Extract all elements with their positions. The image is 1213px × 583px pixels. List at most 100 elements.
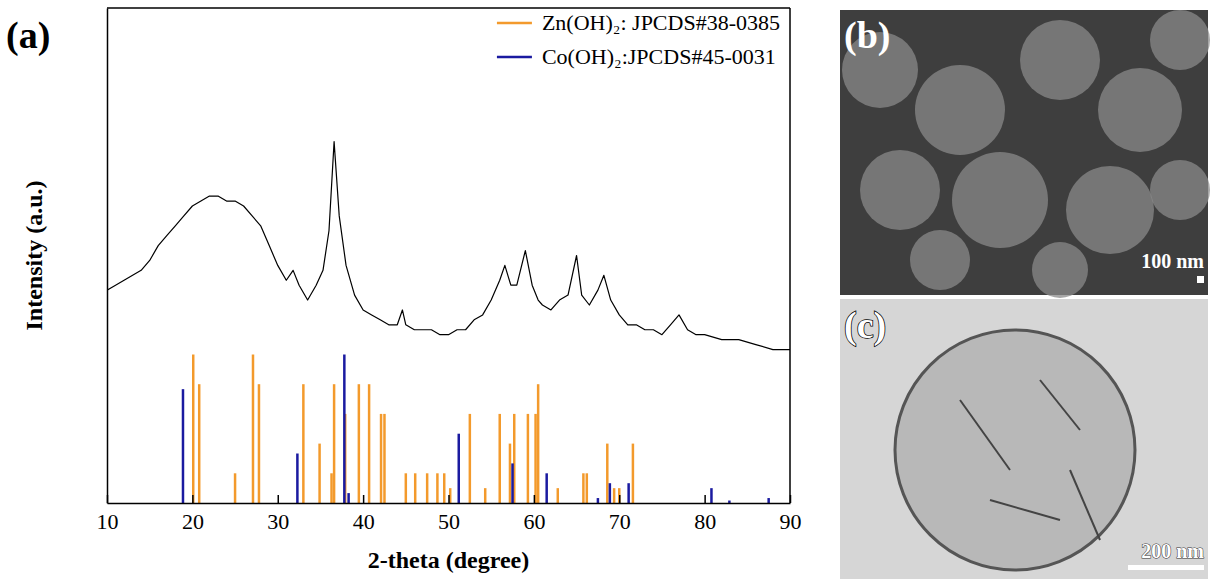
stem [296, 454, 299, 504]
x-tick: 50 [438, 495, 460, 534]
x-tick-label: 50 [438, 509, 460, 534]
stem [405, 473, 408, 503]
stem [443, 473, 446, 503]
stem [557, 488, 560, 503]
legend-swatch [497, 56, 532, 59]
tem-sheet [960, 400, 1010, 470]
stem [343, 355, 346, 504]
scale-bar [1128, 565, 1204, 570]
legend: Zn(OH)₂: JPCDS#38-0385 Co(OH)₂:JPCDS#45-0… [497, 10, 780, 69]
x-tick: 40 [353, 495, 375, 534]
stem [597, 498, 600, 503]
panel-label: (c) [844, 304, 886, 347]
sem-particle [1032, 242, 1088, 298]
stem [182, 389, 185, 503]
x-tick-mark [363, 495, 365, 503]
legend-label: Zn(OH)₂: JPCDS#38-0385 [542, 10, 780, 35]
stem [511, 463, 514, 503]
stem [469, 414, 472, 503]
stem [534, 414, 537, 503]
tem-panel: (c) 200 nm [840, 299, 1208, 579]
plot-area [107, 142, 790, 503]
panel-label: (b) [844, 14, 890, 57]
legend-swatch [497, 22, 532, 25]
x-tick-label: 40 [353, 509, 375, 534]
x-tick: 80 [694, 495, 716, 534]
stem [258, 384, 261, 503]
stem [380, 414, 383, 503]
stem [318, 444, 321, 503]
stem [728, 501, 731, 503]
x-tick-mark [278, 495, 280, 503]
sem-particle [860, 150, 940, 230]
stem [632, 444, 635, 503]
tem-image [840, 299, 1208, 579]
stem [457, 434, 460, 503]
sem-particle [1066, 166, 1154, 254]
x-tick: 30 [267, 495, 289, 534]
stem [383, 414, 386, 503]
plot-frame [789, 8, 791, 503]
x-tick-label: 90 [780, 509, 802, 534]
sem-particle [952, 152, 1048, 248]
sem-particle [910, 230, 970, 290]
x-tick-mark [790, 495, 792, 503]
x-tick-label: 60 [523, 509, 545, 534]
x-tick-label: 10 [97, 509, 119, 534]
stem [618, 488, 621, 503]
panel-label: (a) [6, 14, 50, 57]
scale-bar [1197, 276, 1204, 283]
stem [509, 444, 512, 503]
legend-label: Co(OH)₂:JPCDS#45-0031 [542, 44, 776, 69]
x-tick-mark [619, 495, 621, 503]
stem [767, 498, 770, 503]
scale-bar-label: 200 nm [1141, 540, 1204, 562]
stem [302, 384, 305, 503]
sem-particle [1020, 20, 1100, 100]
stem [234, 473, 237, 503]
stem [545, 473, 548, 503]
stem [613, 488, 616, 503]
tem-sheet [1040, 380, 1080, 430]
stem [586, 473, 589, 503]
sem-image [840, 10, 1208, 295]
x-axis-title: 2-theta (degree) [368, 547, 529, 573]
stem [513, 414, 516, 503]
x-tick-mark [704, 495, 706, 503]
stem [414, 473, 417, 503]
x-tick-label: 30 [267, 509, 289, 534]
stem [426, 473, 429, 503]
stem [582, 473, 585, 503]
sem-particle [1098, 68, 1182, 152]
x-tick-label: 70 [609, 509, 631, 534]
plot-frame [107, 7, 790, 9]
stem [449, 488, 452, 503]
x-tick: 60 [523, 495, 545, 534]
stem [606, 444, 609, 503]
x-tick-mark [448, 495, 450, 503]
stem [330, 473, 333, 503]
tem-sheet [1070, 470, 1100, 540]
x-tick: 20 [182, 495, 204, 534]
stem [537, 384, 540, 503]
x-tick-label: 20 [182, 509, 204, 534]
sem-particle [1150, 160, 1210, 220]
stem [527, 414, 530, 503]
stem [484, 488, 487, 503]
stem [627, 483, 630, 503]
stem [498, 414, 501, 503]
sem-particle [1150, 10, 1210, 70]
stem [436, 473, 439, 503]
x-axis: 10 20 30 40 50 60 70 80 90 [97, 495, 802, 534]
stem [347, 493, 350, 503]
xrd-line [107, 142, 790, 350]
y-axis [107, 9, 108, 504]
sem-particle [915, 65, 1005, 155]
y-axis-line [107, 9, 109, 504]
stem [198, 384, 201, 503]
figure: 1020304050607080902-theta (degree)Intens… [0, 0, 1213, 583]
stem [252, 355, 255, 504]
stem [358, 384, 361, 503]
tem-sheet [990, 500, 1060, 520]
x-tick: 90 [780, 495, 802, 534]
